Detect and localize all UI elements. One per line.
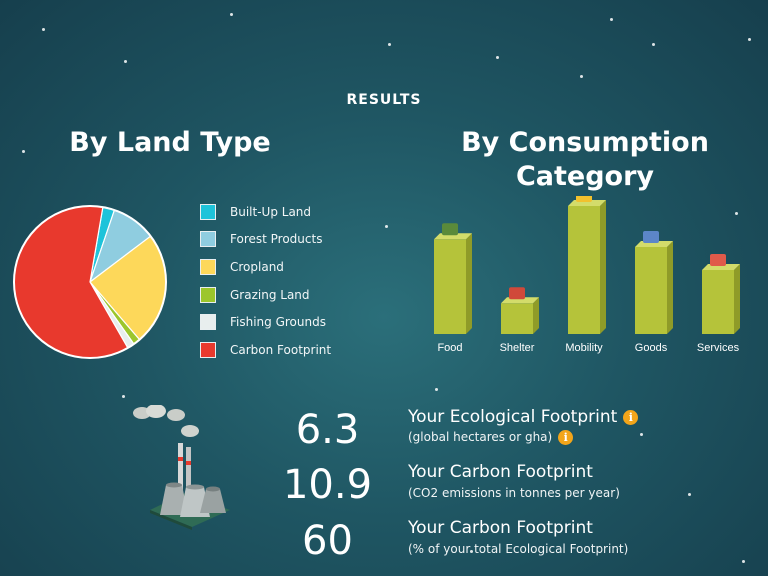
bar-label-food: Food bbox=[437, 342, 462, 354]
star bbox=[652, 43, 655, 46]
results-heading: RESULTS bbox=[346, 92, 422, 108]
land-type-legend: Built-Up Land Forest Products Cropland Graz… bbox=[200, 198, 331, 364]
ecological-footprint-subtitle: (global hectares or gha) i bbox=[408, 430, 574, 445]
food-icon bbox=[442, 223, 458, 236]
legend-item: Fishing Grounds bbox=[200, 308, 331, 336]
carbon-footprint-value: 10.9 bbox=[282, 462, 373, 508]
star bbox=[742, 560, 745, 563]
legend-label: Carbon Footprint bbox=[230, 342, 332, 357]
shopping-bag-icon bbox=[643, 230, 659, 243]
star bbox=[580, 75, 583, 78]
legend-label: Cropland bbox=[230, 259, 284, 274]
consumption-title-line1: By Consumption bbox=[461, 127, 709, 158]
taxi-icon bbox=[576, 190, 592, 202]
star bbox=[22, 150, 25, 153]
bar-label-goods: Goods bbox=[635, 342, 668, 354]
star bbox=[748, 38, 751, 41]
bars-svg: Food Shelter Mobility Goods Services bbox=[434, 190, 740, 354]
carbon-percent-subtitle: (% of your total Ecological Footprint) bbox=[408, 542, 629, 556]
carbon-percent-value: 60 bbox=[302, 518, 353, 564]
legend-label: Fishing Grounds bbox=[230, 315, 326, 330]
legend-swatch bbox=[200, 203, 216, 220]
star bbox=[496, 56, 499, 59]
ecological-footprint-title-text: Your Ecological Footprint bbox=[408, 407, 618, 427]
legend-swatch bbox=[200, 286, 216, 303]
star bbox=[470, 550, 473, 553]
pie-outline bbox=[13, 205, 167, 359]
star bbox=[385, 225, 388, 228]
legend-item: Carbon Footprint bbox=[200, 336, 331, 364]
legend-swatch bbox=[200, 231, 216, 248]
star bbox=[435, 388, 438, 391]
star bbox=[688, 493, 691, 496]
bar-food bbox=[434, 223, 472, 334]
info-icon[interactable]: i bbox=[623, 409, 639, 425]
legend-label: Grazing Land bbox=[230, 287, 310, 302]
bar-label-mobility: Mobility bbox=[565, 342, 603, 354]
pie-svg bbox=[13, 205, 167, 359]
smoke-cloud-icon bbox=[133, 404, 199, 437]
bar-shelter bbox=[501, 287, 539, 334]
ecological-footprint-subtitle-text: (global hectares or gha) bbox=[408, 430, 553, 444]
carbon-percent-title: Your Carbon Footprint bbox=[408, 518, 593, 538]
bar-label-services: Services bbox=[697, 342, 740, 354]
star bbox=[388, 43, 391, 46]
carbon-footprint-subtitle: (CO2 emissions in tonnes per year) bbox=[408, 486, 620, 500]
house-icon bbox=[509, 287, 525, 300]
land-type-pie-chart bbox=[10, 202, 170, 362]
legend-label: Built-Up Land bbox=[230, 204, 312, 219]
bar-label-shelter: Shelter bbox=[500, 342, 535, 354]
legend-swatch bbox=[200, 258, 216, 275]
bar-goods bbox=[635, 230, 673, 334]
star bbox=[122, 395, 125, 398]
land-type-title: By Land Type bbox=[69, 127, 271, 158]
legend-swatch bbox=[200, 341, 216, 358]
star bbox=[735, 212, 738, 215]
ecological-footprint-title: Your Ecological Footprint i bbox=[408, 407, 639, 427]
legend-item: Built-Up Land bbox=[200, 198, 331, 226]
star bbox=[230, 13, 233, 16]
bar-services bbox=[702, 254, 740, 334]
star bbox=[42, 28, 45, 31]
legend-item: Cropland bbox=[200, 253, 331, 281]
store-icon bbox=[710, 254, 726, 266]
consumption-category-title: By Consumption Category bbox=[430, 126, 740, 194]
star bbox=[124, 60, 127, 63]
legend-item: Grazing Land bbox=[200, 281, 331, 309]
legend-item: Forest Products bbox=[200, 226, 331, 254]
star bbox=[610, 18, 613, 21]
consumption-title-line2: Category bbox=[515, 161, 655, 192]
bar-mobility bbox=[568, 190, 606, 334]
power-plant-illustration bbox=[130, 404, 240, 530]
consumption-bar-chart: Food Shelter Mobility Goods Services bbox=[420, 190, 760, 361]
info-icon[interactable]: i bbox=[558, 430, 574, 445]
carbon-footprint-title: Your Carbon Footprint bbox=[408, 462, 593, 482]
legend-swatch bbox=[200, 314, 216, 331]
legend-label: Forest Products bbox=[230, 232, 323, 247]
star bbox=[640, 433, 643, 436]
ecological-footprint-value: 6.3 bbox=[295, 407, 360, 453]
